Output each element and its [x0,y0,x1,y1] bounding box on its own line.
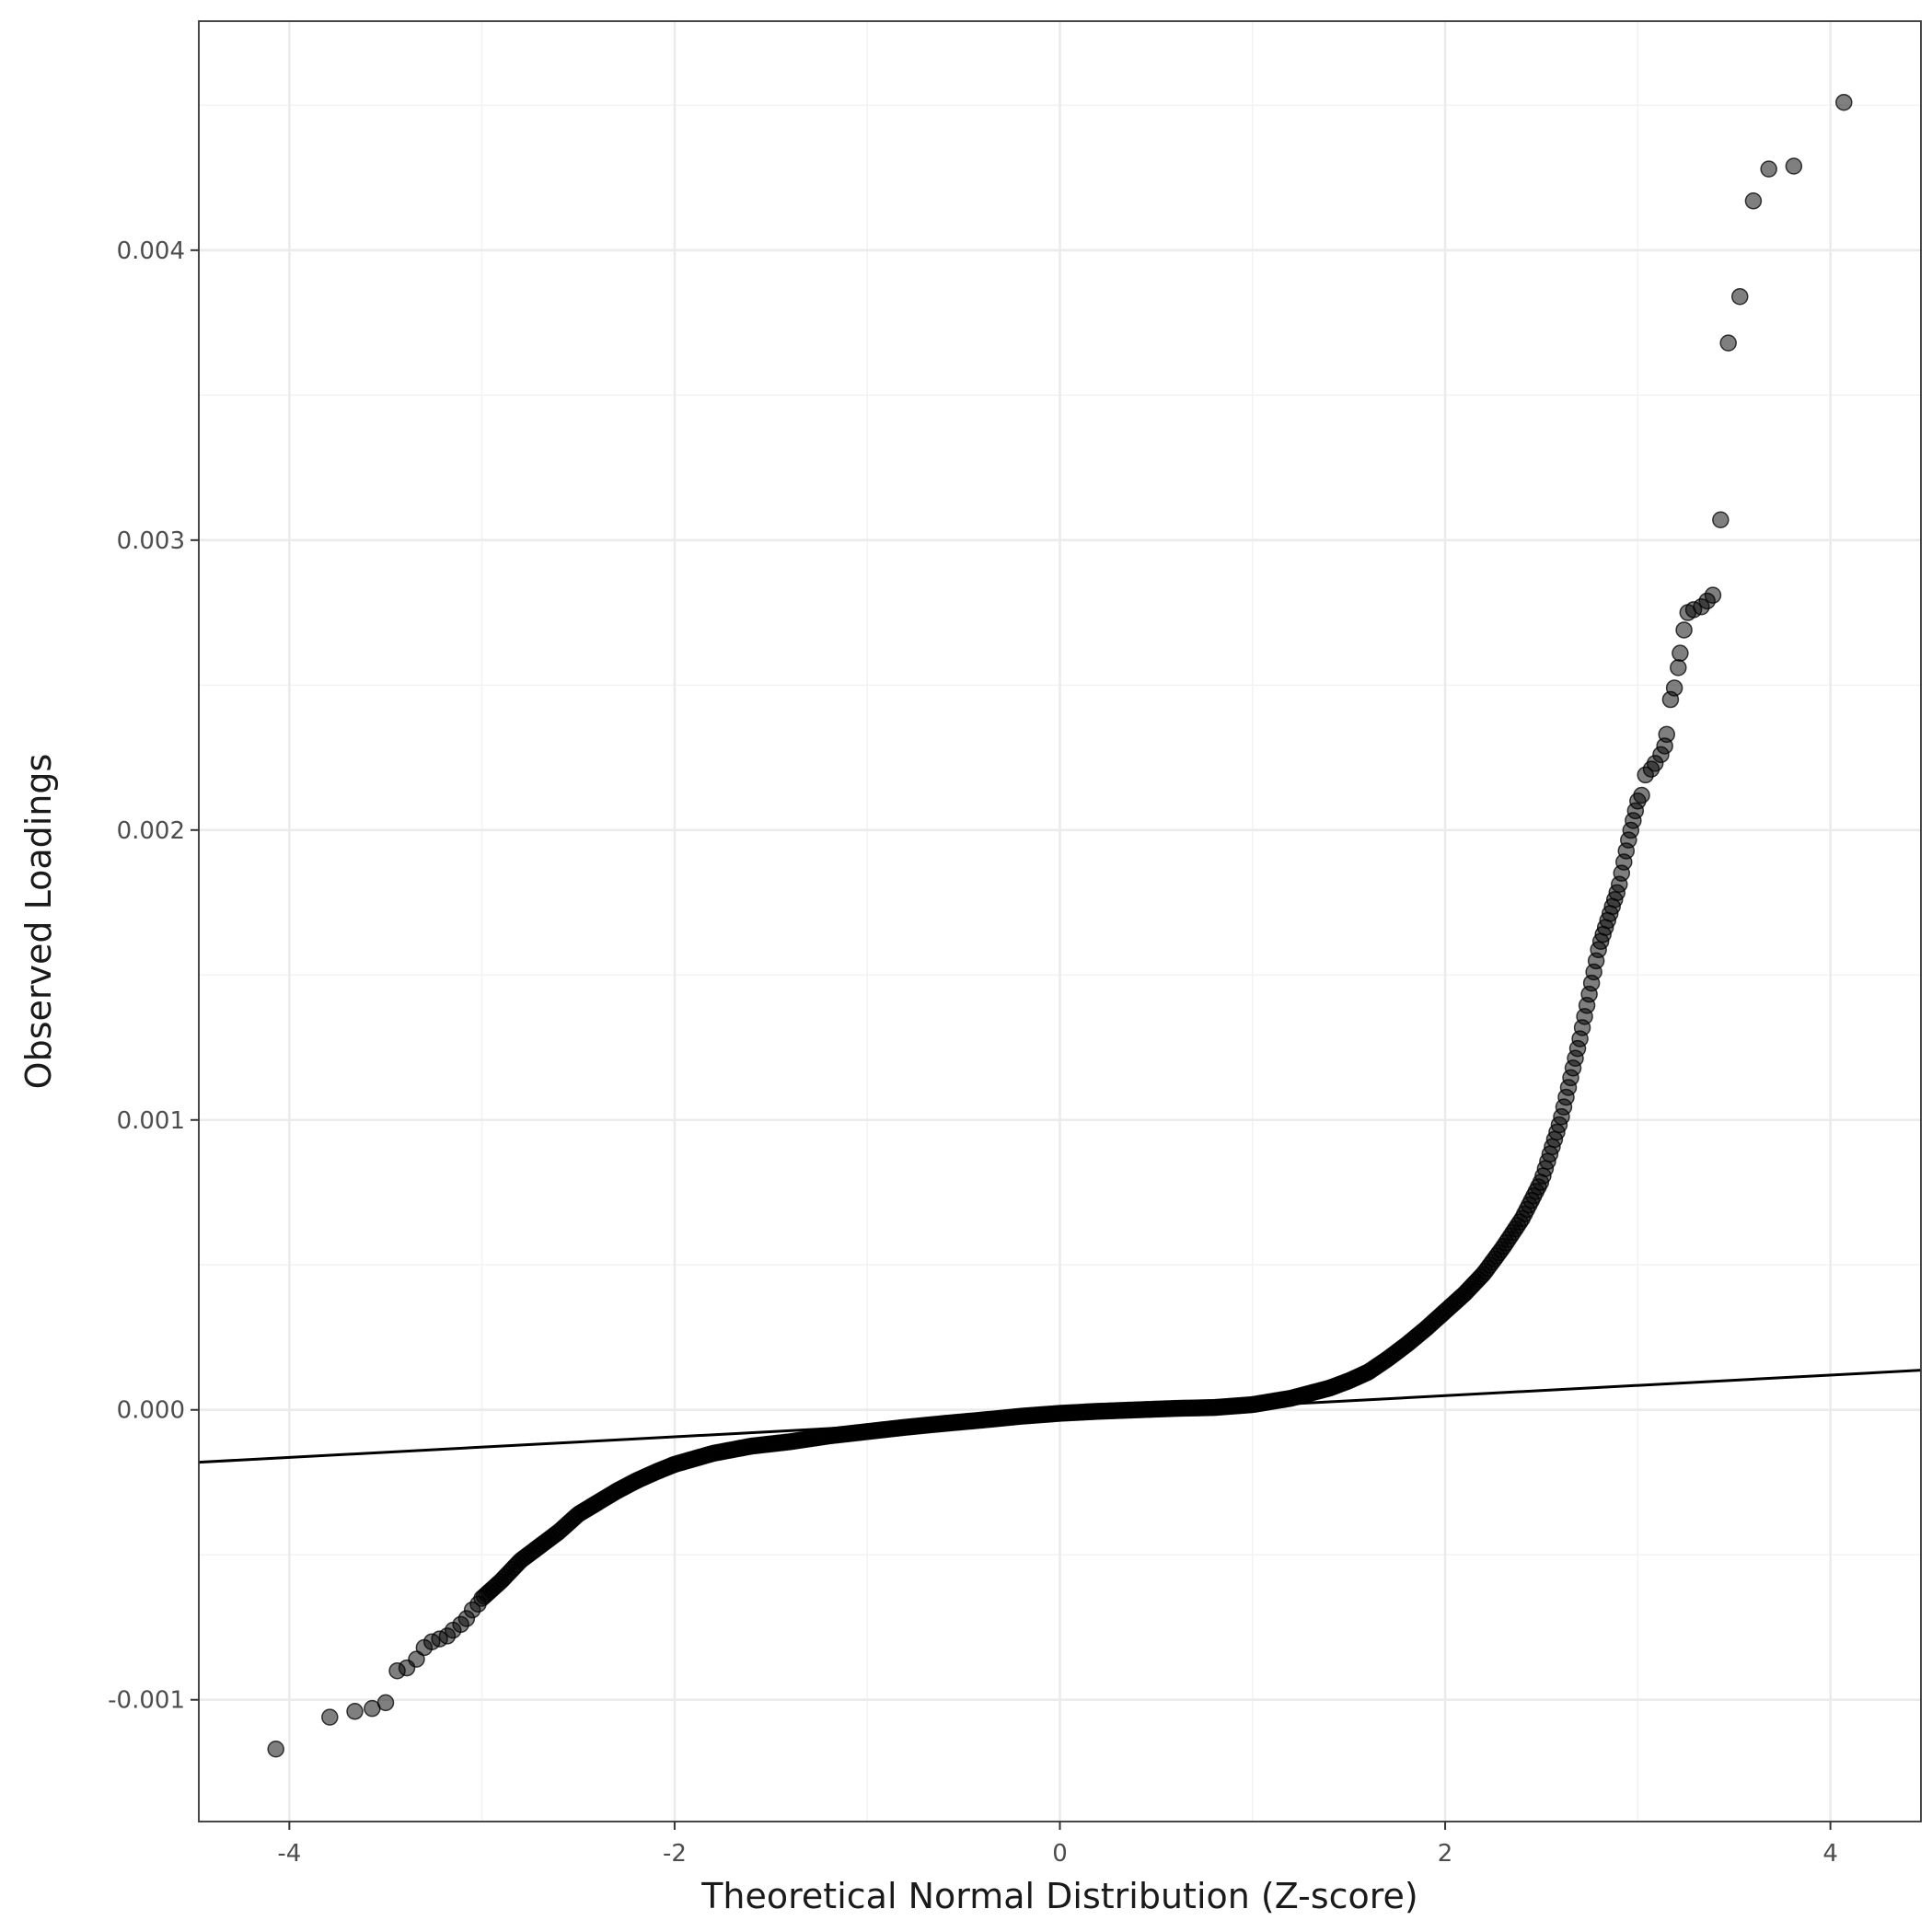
x-tick-label: -2 [663,1840,687,1868]
data-point [321,1708,339,1726]
data-point [1760,160,1777,178]
y-tick-label: 0.004 [117,237,185,265]
data-point [1835,93,1853,111]
y-tick-label: 0.002 [117,817,185,845]
data-point [1665,679,1683,697]
data-point [1712,511,1730,529]
x-tick-label: -4 [277,1840,301,1868]
y-axis-title: Observed Loadings [18,754,59,1090]
data-point [346,1703,364,1720]
axis-ticks: -4 -2 0 2 4 -0.001 0.000 0.001 0.002 0.003 0.004 [108,237,1838,1868]
data-point [267,1741,284,1758]
y-tick-label: 0.000 [117,1397,185,1425]
data-point [469,1595,487,1614]
data-point [1670,659,1687,677]
x-tick-label: 4 [1822,1840,1838,1868]
data-point [1744,192,1763,210]
x-axis-title: Theoretical Normal Distribution (Z-score… [700,1876,1418,1916]
y-tick-label: 0.003 [117,527,185,555]
y-tick-label: 0.001 [117,1107,185,1135]
data-point [1731,287,1749,306]
data-point [1785,157,1803,175]
data-point [1704,586,1722,604]
data-point [376,1694,395,1712]
x-tick-label: 2 [1438,1840,1453,1868]
data-points [267,93,1853,1758]
data-point [1672,644,1689,662]
data-point [1675,621,1693,639]
x-tick-label: 0 [1052,1840,1068,1868]
data-point [408,1650,425,1668]
data-point [1719,334,1737,352]
y-tick-label: -0.001 [108,1687,185,1715]
data-point [1633,786,1650,804]
data-point [1658,725,1675,744]
